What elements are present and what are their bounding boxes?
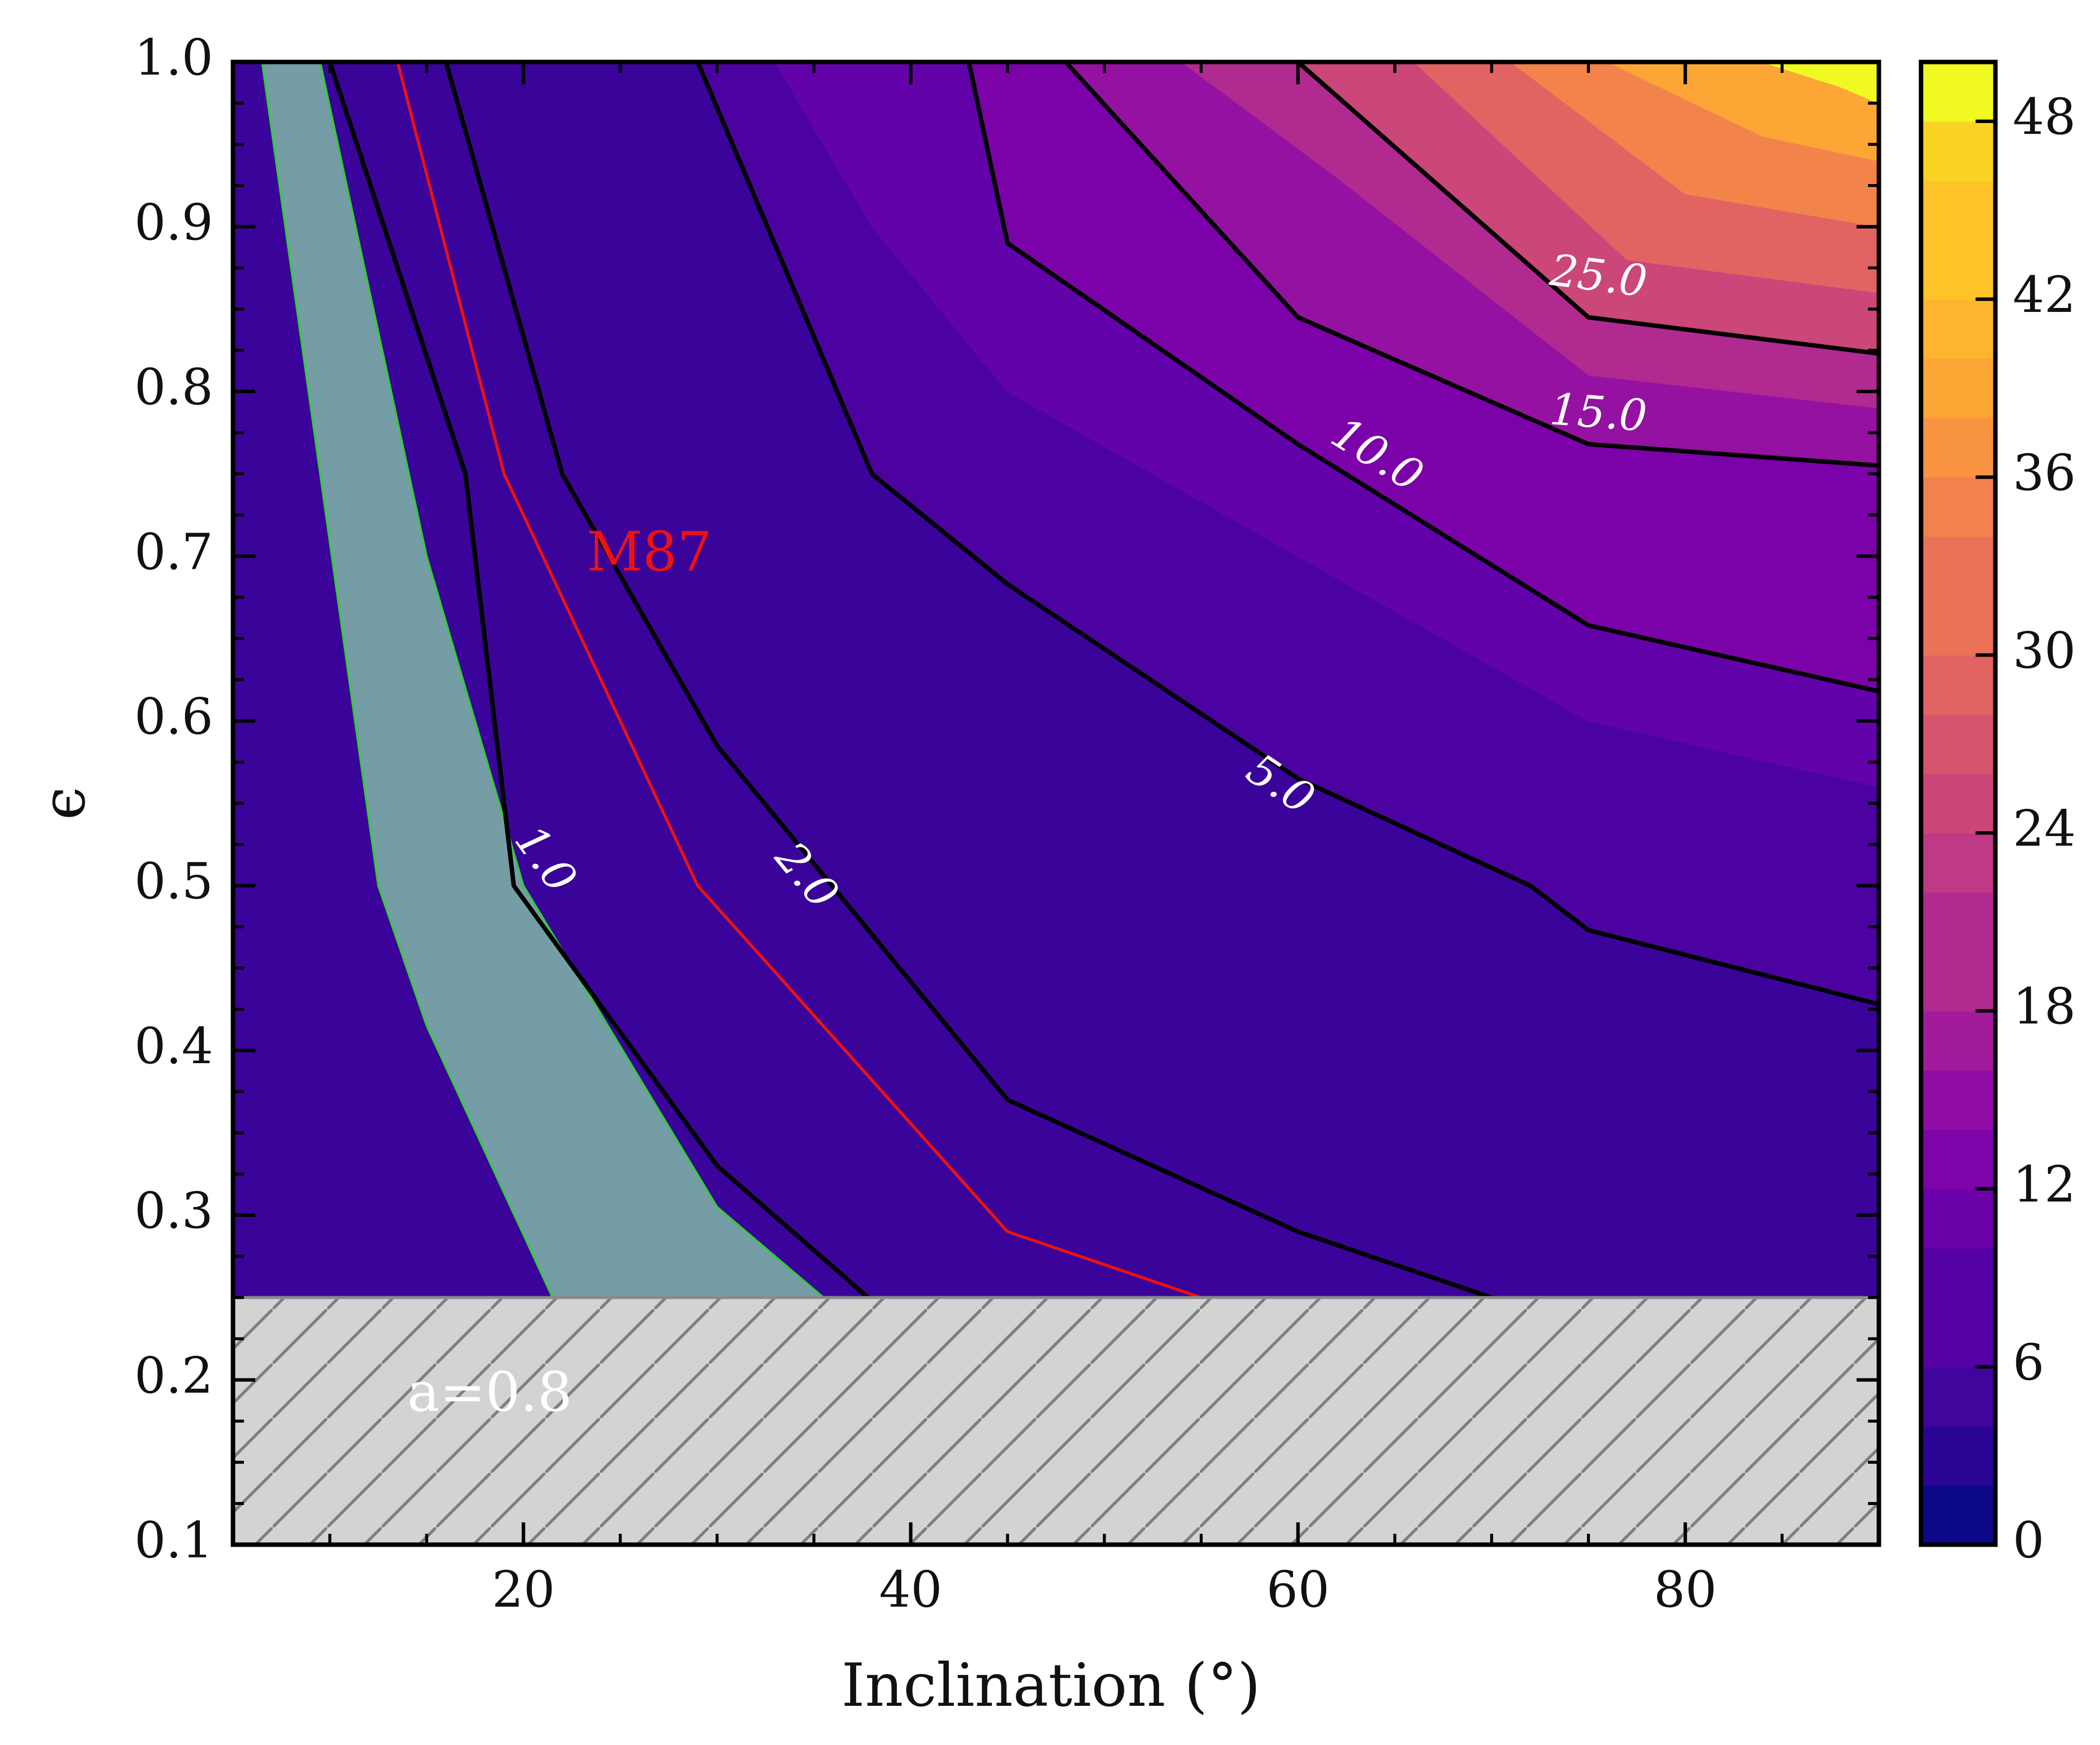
colorbar-segment <box>1921 1011 1995 1071</box>
colorbar-tick-label: 36 <box>2013 444 2076 502</box>
colorbar-segment <box>1921 1307 1995 1368</box>
contour-line <box>696 62 1879 1007</box>
colorbar-segment <box>1921 359 1995 419</box>
contour-line <box>966 62 1879 694</box>
colorbar-segment <box>1921 1485 1995 1545</box>
colorbar-segment <box>1921 181 1995 241</box>
y-tick-label: 0.2 <box>134 1346 213 1404</box>
x-axis-title: Inclination (°) <box>841 1651 1260 1720</box>
colorbar-segment <box>1921 655 1995 715</box>
y-tick-label: 0.7 <box>134 523 213 581</box>
x-tick-label: 60 <box>1267 1561 1330 1619</box>
colorbar-tick-label: 0 <box>2013 1511 2044 1569</box>
colorbar-segment <box>1921 240 1995 300</box>
plot-area <box>233 62 1879 1545</box>
colorbar-segment <box>1921 596 1995 656</box>
colorbar-segment <box>1921 121 1995 181</box>
contour-line <box>328 62 870 1300</box>
reference-curve-label: M87 <box>586 520 712 584</box>
colorbar-segment <box>1921 1426 1995 1486</box>
contour-line <box>1296 62 1879 356</box>
reference-curve <box>396 62 1202 1299</box>
y-tick-label: 1.0 <box>134 29 213 87</box>
axis-titles: Inclination (°) ϵ <box>30 786 1261 1720</box>
contour-label: 25.0 <box>1547 244 1650 307</box>
colorbar-segment <box>1921 477 1995 537</box>
colorbar-segment <box>1921 1248 1995 1308</box>
contour-line <box>444 62 1493 1300</box>
colorbar-segment <box>1921 418 1995 478</box>
colorbar: 0 6 12 18 24 30 36 42 48 <box>1919 60 2076 1569</box>
colorbar-segment <box>1921 714 1995 775</box>
x-tick-label: 20 <box>492 1561 555 1619</box>
spin-annotation: a=0.8 <box>408 1360 573 1424</box>
colorbar-segment <box>1921 1070 1995 1130</box>
colorbar-segment <box>1921 536 1995 597</box>
contour-fill-band <box>1607 62 1879 162</box>
colorbar-tick-label: 6 <box>2013 1333 2044 1391</box>
y-tick-label: 0.6 <box>134 687 213 745</box>
colorbar-segment <box>1921 774 1995 834</box>
y-tick-label: 0.3 <box>134 1182 213 1240</box>
axes: 20 40 60 80 0.1 0.2 0.3 0.4 0.5 0.6 0.7 0.8 0.9 1.0 <box>134 29 1881 1619</box>
colorbar-segment <box>1921 62 1995 122</box>
colorbar-tick-label: 48 <box>2013 88 2076 146</box>
contour-label: 15.0 <box>1548 383 1649 441</box>
colorbar-segment <box>1921 1367 1995 1427</box>
colorbar-segment <box>1921 892 1995 952</box>
y-tick-label: 0.1 <box>134 1511 213 1569</box>
colorbar-tick-label: 18 <box>2013 977 2076 1035</box>
contour-line <box>1064 62 1879 468</box>
colorbar-segment <box>1921 1189 1995 1249</box>
colorbar-segment <box>1921 833 1995 893</box>
y-tick-label: 0.9 <box>134 193 213 251</box>
x-tick-label: 40 <box>879 1561 942 1619</box>
colorbar-segment <box>1921 952 1995 1012</box>
colorbar-segment <box>1921 1129 1995 1190</box>
colorbar-tick-label: 42 <box>2013 266 2076 324</box>
y-tick-label: 0.5 <box>134 852 213 910</box>
colorbar-tick-label: 30 <box>2013 622 2076 680</box>
colorbar-tick-label: 24 <box>2013 799 2076 857</box>
colorbar-segment <box>1921 299 1995 359</box>
y-tick-label: 0.4 <box>134 1017 213 1075</box>
y-tick-label: 0.8 <box>134 358 213 416</box>
colorbar-tick-label: 12 <box>2013 1155 2076 1213</box>
contour-fill-band <box>1762 62 1879 104</box>
x-tick-label: 80 <box>1654 1561 1717 1619</box>
y-axis-title: ϵ <box>30 786 99 820</box>
excluded-region-hatch <box>233 1297 1879 1545</box>
colorbar-frame <box>1919 60 1998 1547</box>
